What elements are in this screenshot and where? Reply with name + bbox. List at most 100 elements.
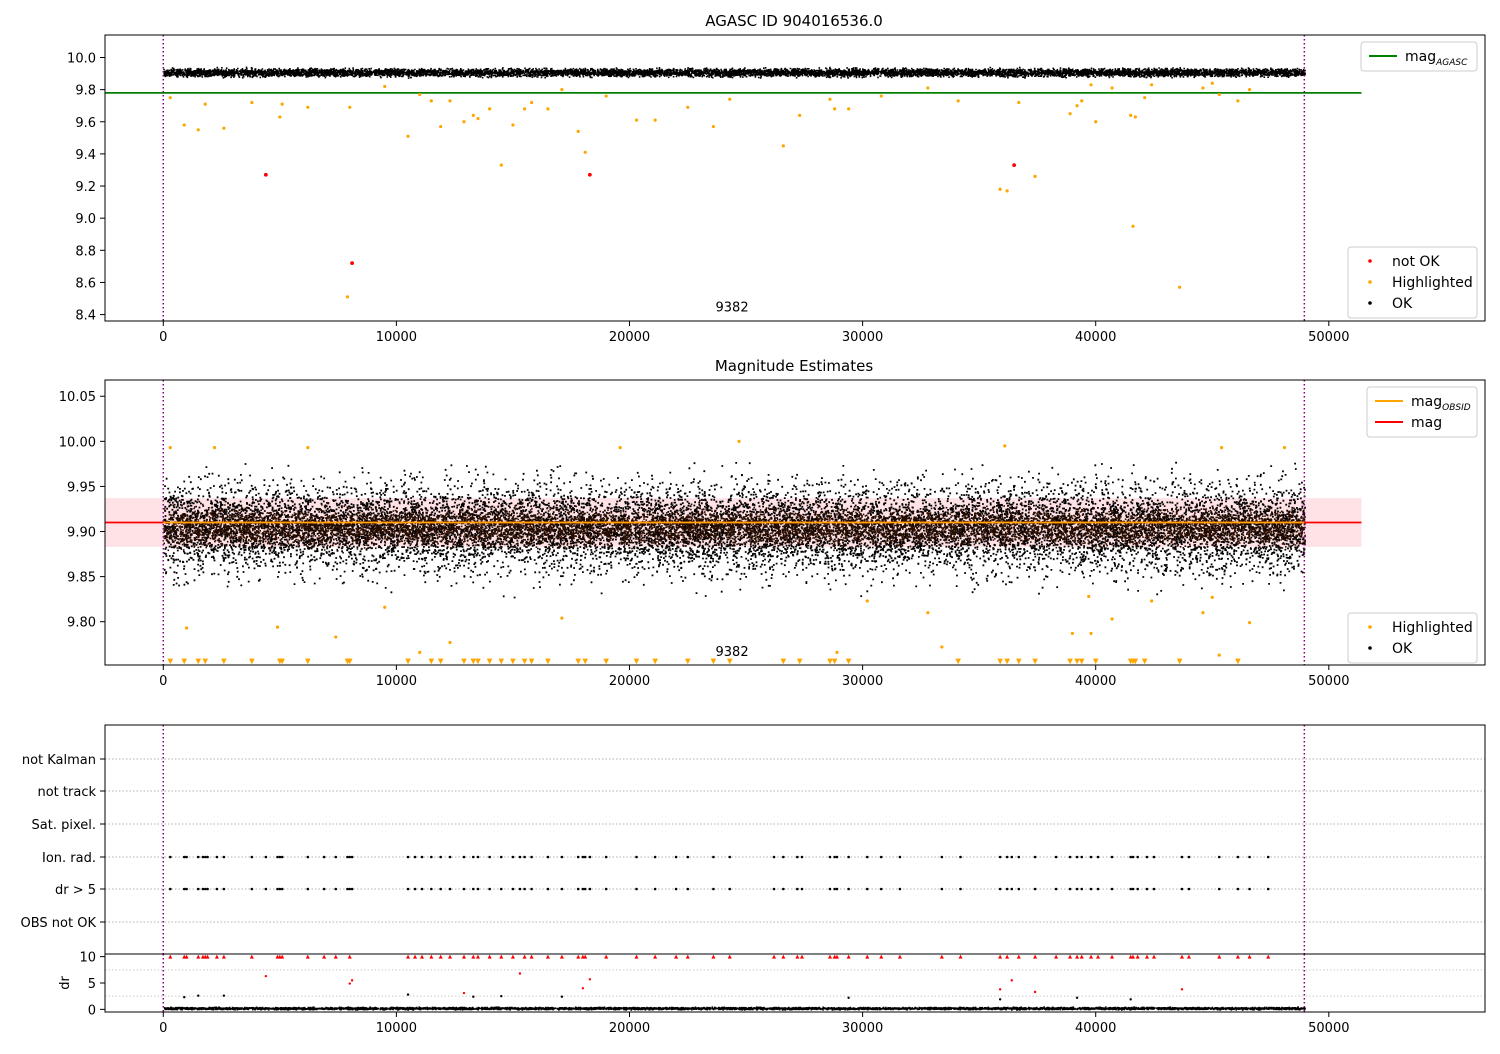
highlighted-point	[737, 439, 741, 443]
plot-frame	[104, 379, 1486, 666]
y-tick-label: 9.90	[67, 526, 96, 541]
y-tick-label: 9.6	[75, 116, 96, 131]
flag-point	[499, 887, 503, 891]
ok-points	[163, 502, 1306, 555]
flag-point	[1129, 887, 1132, 891]
flag-point	[796, 887, 799, 891]
dr-point	[1075, 996, 1079, 999]
y-tick-label: 9.4	[75, 148, 96, 163]
flag-point	[1145, 887, 1149, 891]
highlighted-point	[212, 446, 217, 450]
highlighted-point	[711, 124, 716, 129]
not-ok-point	[1012, 163, 1017, 168]
dr-point	[847, 996, 850, 999]
x-tick-label: 40000	[1075, 330, 1116, 345]
flag-point	[1089, 887, 1093, 891]
dr-capped-marker	[781, 954, 786, 959]
plot-frame	[104, 953, 1486, 1013]
dr-capped-marker	[865, 954, 870, 959]
x-tick-label: 10000	[376, 674, 417, 689]
dr-capped-marker	[1131, 954, 1136, 959]
highlighted-point	[926, 86, 930, 90]
highlighted-point	[1217, 653, 1221, 657]
flag-point	[828, 887, 832, 891]
legend-marker-swatch	[1368, 259, 1372, 263]
flag-point	[828, 855, 832, 859]
highlighted-point	[1150, 83, 1154, 87]
highlighted-below-range-marker	[195, 658, 202, 665]
highlighted-below-range-marker	[305, 658, 311, 665]
dr-large-point	[462, 991, 466, 995]
dr-capped-marker	[1054, 954, 1059, 959]
flag-point	[1236, 855, 1240, 859]
not-ok-point	[587, 172, 592, 177]
flag-point	[1010, 855, 1014, 859]
dr-capped-marker	[1247, 954, 1252, 959]
legend-box	[1360, 41, 1478, 72]
flag-point	[518, 855, 522, 859]
flag-point	[430, 855, 433, 859]
dr-point	[183, 996, 186, 999]
flag-point	[1080, 887, 1084, 891]
highlighted-below-range-marker	[955, 658, 961, 665]
highlighted-point	[781, 144, 785, 148]
highlighted-point	[653, 118, 657, 122]
highlighted-point	[1070, 631, 1074, 636]
flag-point	[420, 887, 424, 891]
flag-point	[1075, 887, 1079, 891]
dr-large-point	[350, 979, 354, 982]
flag-point	[847, 887, 850, 891]
dr-large-point	[1033, 990, 1037, 994]
flag-point	[588, 887, 592, 891]
dr-capped-marker	[168, 954, 173, 959]
flag-point	[576, 887, 580, 891]
highlighted-point	[499, 163, 503, 167]
flag-point	[560, 887, 564, 891]
dr-capped-marker	[499, 954, 504, 959]
legend-label: not OK	[1392, 254, 1440, 270]
dr-capped-marker	[522, 954, 527, 959]
flag-point	[182, 887, 186, 891]
y-tick-label: 10.05	[59, 390, 96, 405]
flag-point	[1248, 855, 1251, 859]
flag-point	[203, 855, 207, 859]
dr-capped-marker	[333, 954, 338, 959]
highlighted-point	[488, 107, 492, 111]
legend-marker-swatch	[1368, 280, 1372, 284]
flag-row-label: not track	[37, 785, 96, 800]
highlighted-below-range-marker	[827, 658, 833, 665]
y-axis-label: dr	[58, 976, 73, 990]
y-tick-label: 10.00	[59, 435, 96, 450]
not-ok-point	[263, 172, 268, 177]
flag-point	[1152, 855, 1156, 859]
highlighted-point	[1089, 631, 1093, 636]
flag-point	[1266, 855, 1270, 859]
highlighted-below-range-marker	[831, 658, 838, 665]
highlighted-point	[383, 84, 387, 89]
dr-capped-marker	[727, 954, 732, 959]
highlighted-below-range-marker	[684, 658, 691, 665]
highlighted-below-range-marker	[1132, 658, 1139, 665]
flag-point	[581, 855, 585, 859]
highlighted-point	[835, 650, 839, 654]
flag-point	[1096, 855, 1100, 859]
dr-capped-marker	[510, 954, 515, 959]
highlighted-point	[879, 94, 883, 98]
highlighted-below-range-marker	[521, 658, 528, 665]
highlighted-point	[1068, 112, 1072, 116]
flag-point	[530, 887, 533, 891]
dr-capped-marker	[221, 954, 226, 959]
flag-point	[1033, 855, 1037, 859]
dr-large-point	[1180, 988, 1184, 991]
flag-point	[712, 855, 715, 859]
dr-large-point	[518, 972, 522, 975]
flag-point	[306, 887, 310, 891]
flag-point	[488, 855, 491, 859]
dr-capped-marker	[795, 954, 800, 959]
highlighted-below-range-marker	[1235, 658, 1241, 665]
highlighted-point	[1247, 88, 1252, 92]
legend-label: mag	[1411, 415, 1442, 431]
dr-capped-marker	[1217, 954, 1222, 959]
flag-point	[1145, 855, 1149, 859]
highlighted-point	[1087, 594, 1091, 599]
